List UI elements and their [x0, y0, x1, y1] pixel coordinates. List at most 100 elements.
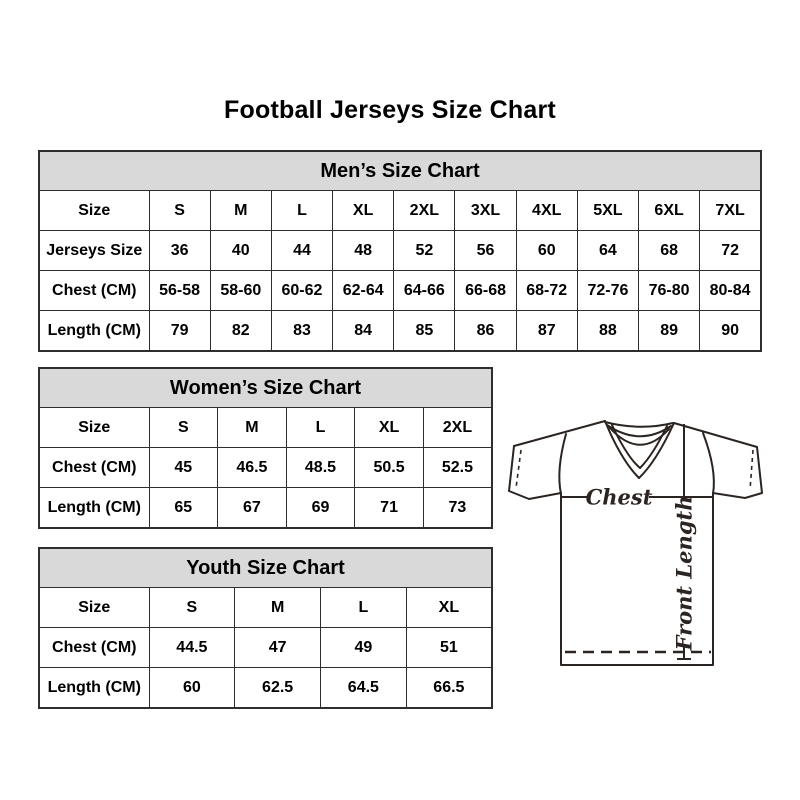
value-cell: XL	[332, 190, 395, 231]
value-cell: 66-68	[454, 270, 517, 311]
value-cell: 72-76	[576, 270, 640, 311]
value-cell: 68	[637, 230, 701, 271]
mens-table-title: Men’s Size Chart	[38, 150, 762, 191]
table-row: Jerseys Size 36 40 44 48 52 56 60 64 68 72	[38, 230, 762, 271]
value-cell: L	[285, 407, 356, 448]
value-cell: 88	[576, 310, 640, 352]
table-row: Length (CM) 79 82 83 84 85 86 87 88 89 90	[38, 310, 762, 352]
chest-label: Chest	[586, 485, 653, 510]
value-cell: 84	[332, 310, 395, 352]
value-cell: M	[217, 407, 287, 448]
value-cell: 2XL	[393, 190, 456, 231]
value-cell: L	[270, 190, 334, 231]
value-cell: 50.5	[354, 447, 424, 488]
row-label-cell: Jerseys Size	[38, 230, 150, 271]
value-cell: 5XL	[576, 190, 640, 231]
table-row: Size S M L XL 2XL 3XL 4XL 5XL 6XL 7XL	[38, 190, 762, 231]
value-cell: 76-80	[637, 270, 701, 311]
front-length-label: Front Length	[672, 496, 697, 652]
value-cell: 85	[393, 310, 456, 352]
value-cell: 48	[332, 230, 395, 271]
womens-table-title: Women’s Size Chart	[38, 367, 493, 408]
value-cell: L	[320, 587, 407, 628]
table-row: Chest (CM) 56-58 58-60 60-62 62-64 64-66 66-68…	[38, 270, 762, 311]
value-cell: 89	[637, 310, 701, 352]
value-cell: 80-84	[699, 270, 762, 311]
value-cell: 64-66	[393, 270, 456, 311]
value-cell: 82	[209, 310, 272, 352]
value-cell: XL	[405, 587, 493, 628]
value-cell: 73	[422, 487, 493, 529]
value-cell: 62-64	[332, 270, 395, 311]
row-label-cell: Chest (CM)	[38, 270, 150, 311]
row-label-cell: Length (CM)	[38, 667, 150, 709]
value-cell: M	[234, 587, 321, 628]
value-cell: 66.5	[405, 667, 493, 709]
value-cell: 68-72	[515, 270, 578, 311]
value-cell: 47	[234, 627, 321, 668]
table-row: Length (CM) 65 67 69 71 73	[38, 487, 493, 529]
value-cell: 71	[354, 487, 424, 529]
value-cell: 45	[148, 447, 219, 488]
value-cell: 60	[515, 230, 578, 271]
value-cell: 56	[454, 230, 517, 271]
value-cell: 56-58	[148, 270, 211, 311]
mens-size-table: Men’s Size Chart Size S M L XL 2XL 3XL 4XL 5XL 6X…	[38, 150, 762, 352]
womens-size-table: Women’s Size Chart Size S M L XL 2XL Chest (CM…	[38, 367, 493, 529]
jersey-outline	[508, 420, 763, 666]
value-cell: 72	[699, 230, 762, 271]
value-cell: 87	[515, 310, 578, 352]
value-cell: 44	[270, 230, 334, 271]
table-title-row: Youth Size Chart	[38, 547, 493, 588]
value-cell: 60-62	[270, 270, 334, 311]
value-cell: 48.5	[285, 447, 356, 488]
left-cuff-dashed-line	[515, 449, 522, 489]
page-title: Football Jerseys Size Chart	[224, 96, 556, 124]
value-cell: 46.5	[217, 447, 287, 488]
row-label-cell: Chest (CM)	[38, 447, 150, 488]
value-cell: 64.5	[320, 667, 407, 709]
right-cuff-dashed-line	[749, 449, 754, 491]
value-cell: 60	[148, 667, 236, 709]
value-cell: 7XL	[699, 190, 762, 231]
value-cell: M	[209, 190, 272, 231]
row-label-cell: Length (CM)	[38, 487, 150, 529]
row-label-cell: Size	[38, 407, 150, 448]
value-cell: 44.5	[148, 627, 236, 668]
table-row: Chest (CM) 44.5 47 49 51	[38, 627, 493, 668]
value-cell: 6XL	[637, 190, 701, 231]
table-row: Length (CM) 60 62.5 64.5 66.5	[38, 667, 493, 709]
row-label-cell: Size	[38, 190, 150, 231]
chest-label-backing	[590, 485, 648, 508]
table-row: Size S M L XL	[38, 587, 493, 628]
value-cell: 58-60	[209, 270, 272, 311]
value-cell: 67	[217, 487, 287, 529]
value-cell: 36	[148, 230, 211, 271]
row-label-cell: Length (CM)	[38, 310, 150, 352]
value-cell: 62.5	[234, 667, 321, 709]
value-cell: 40	[209, 230, 272, 271]
value-cell: 64	[576, 230, 640, 271]
value-cell: 52	[393, 230, 456, 271]
value-cell: S	[148, 190, 211, 231]
value-cell: 52.5	[422, 447, 493, 488]
table-row: Size S M L XL 2XL	[38, 407, 493, 448]
value-cell: 86	[454, 310, 517, 352]
value-cell: S	[148, 407, 219, 448]
value-cell: 2XL	[422, 407, 493, 448]
table-title-row: Men’s Size Chart	[38, 150, 762, 191]
value-cell: S	[148, 587, 236, 628]
value-cell: 69	[285, 487, 356, 529]
value-cell: 3XL	[454, 190, 517, 231]
youth-size-table: Youth Size Chart Size S M L XL Chest (CM) 44.5…	[38, 547, 493, 709]
value-cell: 51	[405, 627, 493, 668]
front-length-label-backing	[672, 503, 695, 643]
youth-table-title: Youth Size Chart	[38, 547, 493, 588]
value-cell: 83	[270, 310, 334, 352]
value-cell: 65	[148, 487, 219, 529]
jersey-measurement-diagram: Chest Front Length	[508, 420, 763, 666]
row-label-cell: Size	[38, 587, 150, 628]
value-cell: 49	[320, 627, 407, 668]
value-cell: 4XL	[515, 190, 578, 231]
